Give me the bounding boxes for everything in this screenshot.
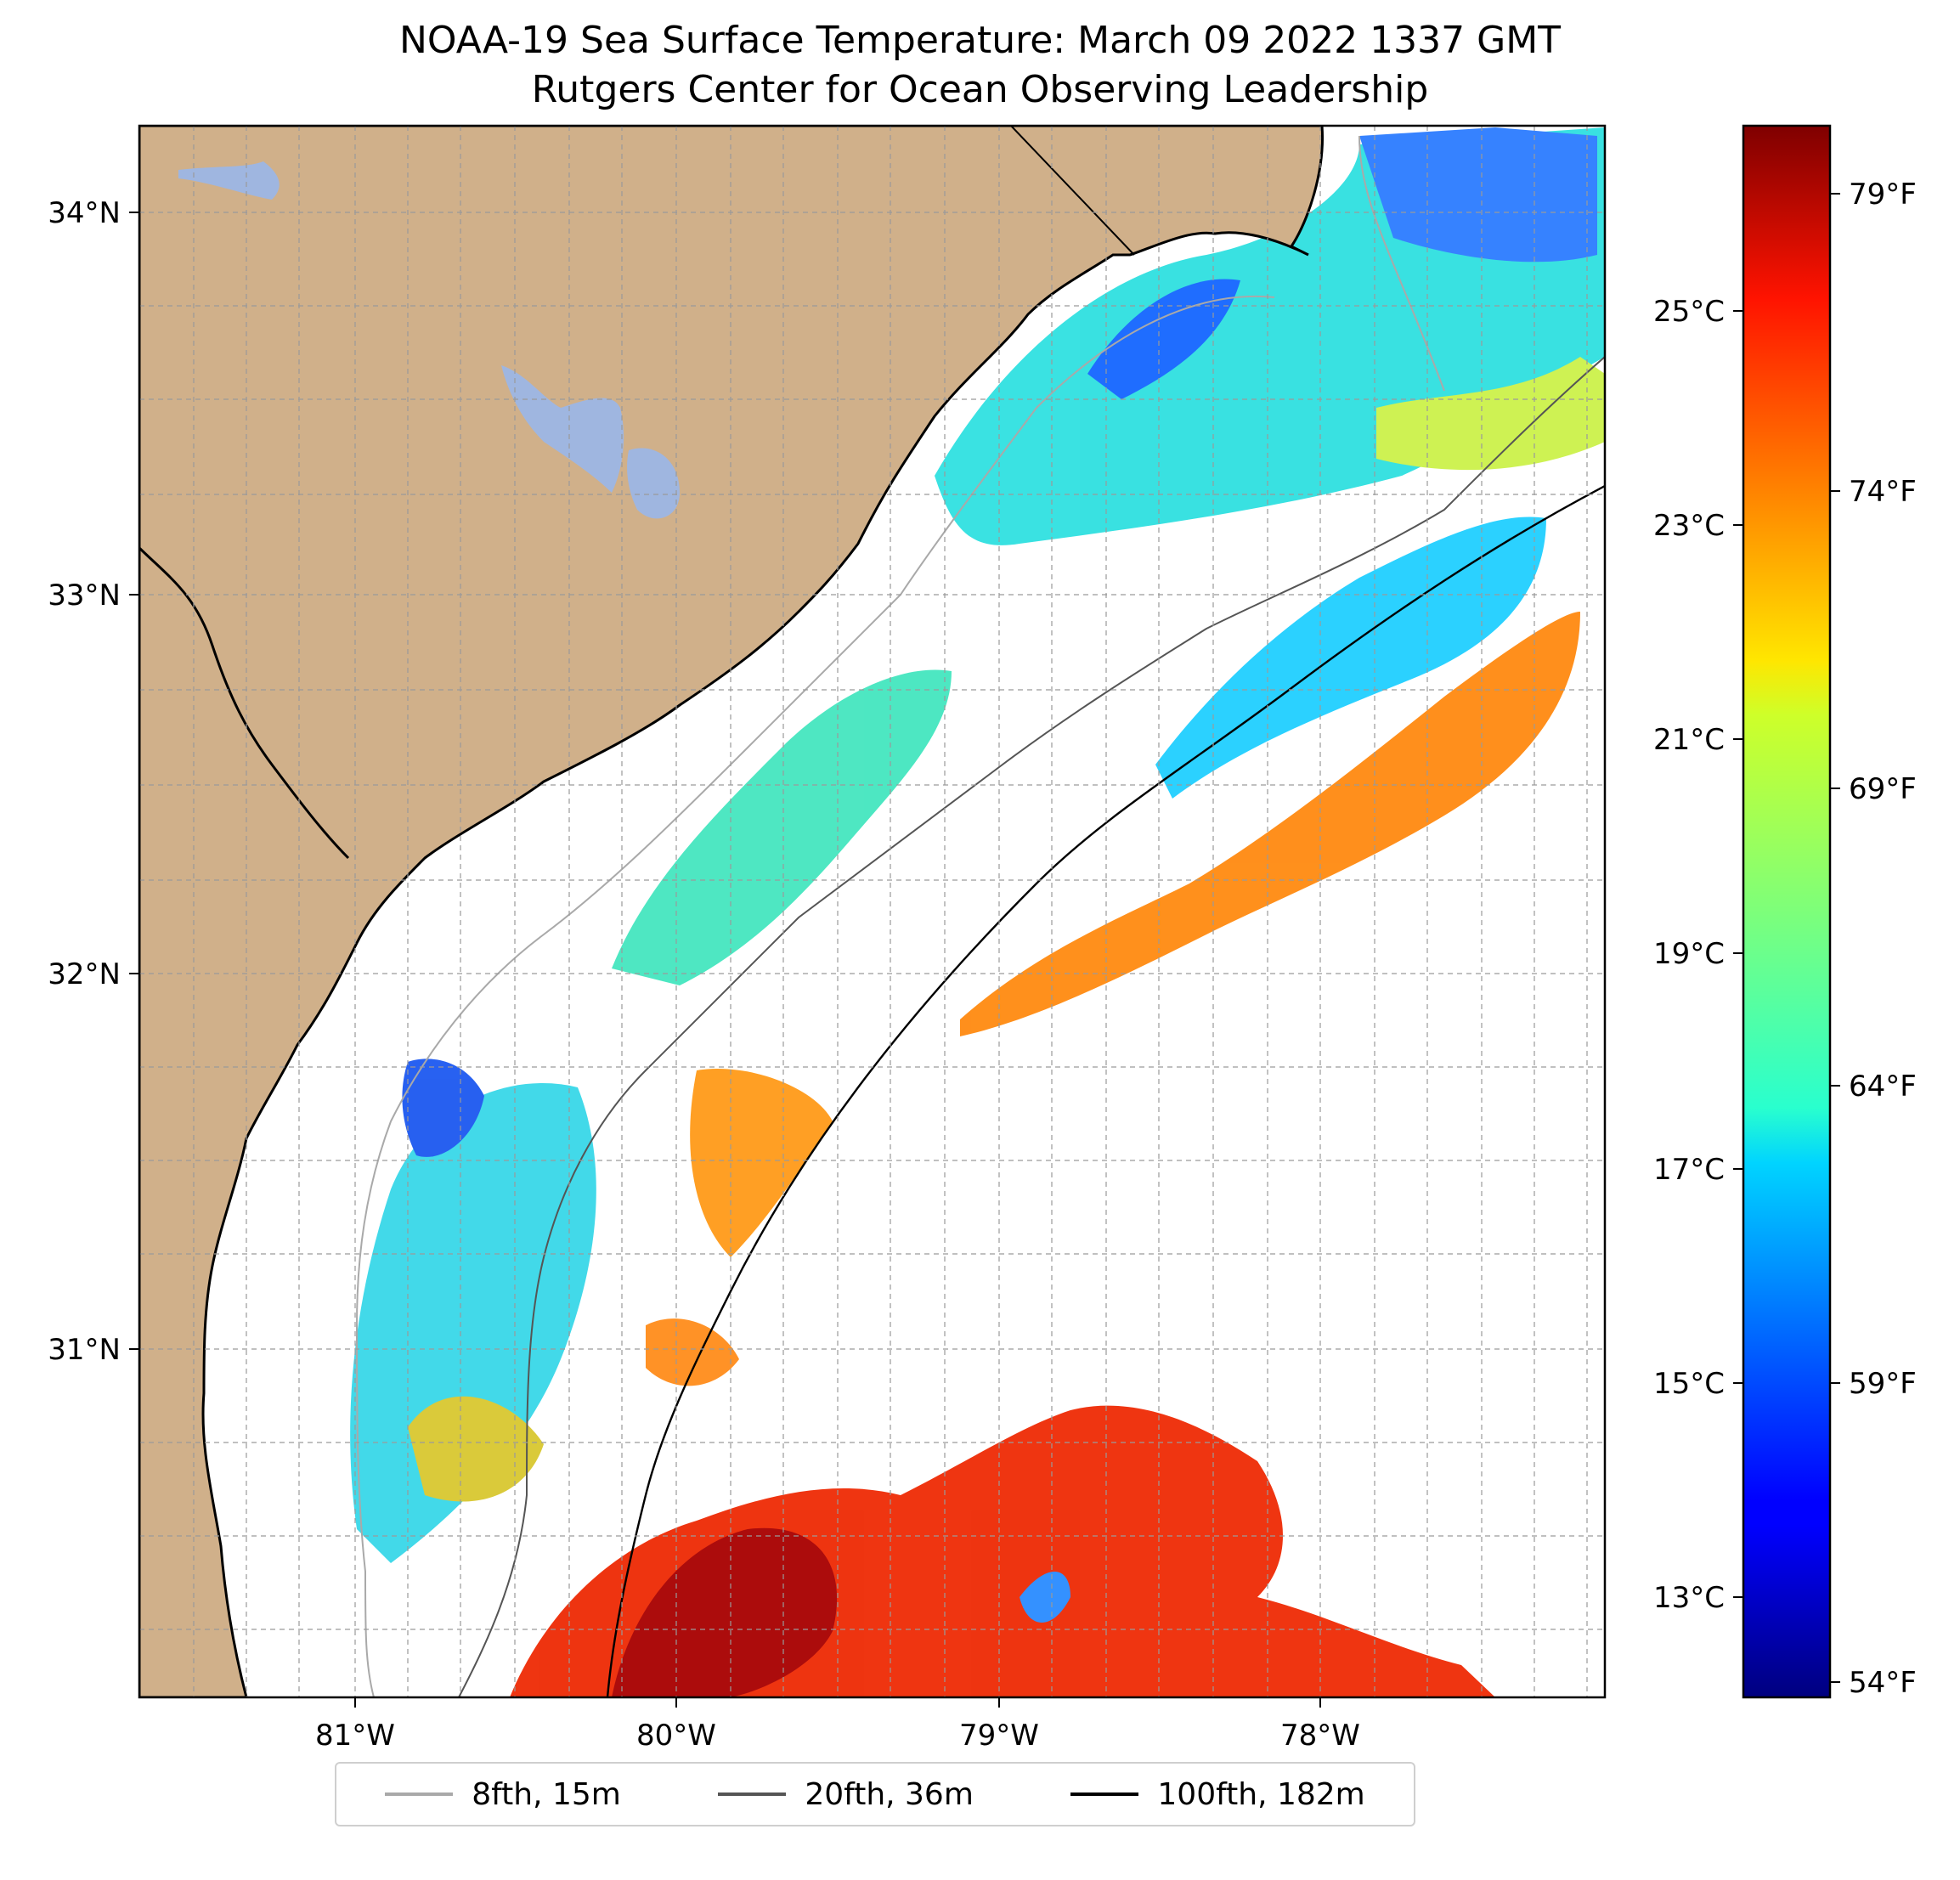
sst-data-layer bbox=[350, 127, 1605, 1697]
colorbar-c-label-25: 25°C bbox=[1653, 295, 1725, 329]
lake-north bbox=[178, 161, 280, 200]
lat-label-34n: 34°N bbox=[48, 196, 121, 230]
sst-patch-mid-orange bbox=[690, 1069, 833, 1257]
legend-item-20fth: 20fth, 36m bbox=[718, 1777, 974, 1812]
sst-patch-small-orange bbox=[646, 1318, 739, 1386]
sst-patch-shelf-2 bbox=[350, 1083, 596, 1563]
lon-label-81w: 81°W bbox=[315, 1719, 395, 1753]
chart-subtitle: Rutgers Center for Ocean Observing Leade… bbox=[531, 68, 1429, 111]
legend-swatch-8fth bbox=[385, 1792, 454, 1796]
lat-label-33n: 33°N bbox=[48, 579, 121, 613]
legend-swatch-20fth bbox=[718, 1792, 787, 1796]
sst-patch-shelf-3 bbox=[408, 1396, 544, 1502]
colorbar-c-label-13: 13°C bbox=[1653, 1581, 1725, 1615]
lake-moultrie bbox=[501, 365, 624, 493]
sst-patch-north-blue bbox=[1087, 279, 1240, 399]
isobath-20fth bbox=[458, 356, 1605, 1697]
legend-item-8fth: 8fth, 15m bbox=[385, 1777, 621, 1812]
lon-label-80w: 80°W bbox=[636, 1719, 716, 1753]
colorbar-c-label-21: 21°C bbox=[1653, 723, 1725, 757]
sst-patch-north-east-blue bbox=[1359, 127, 1597, 263]
state-border bbox=[1010, 126, 1135, 256]
colorbar-f-label-54: 54°F bbox=[1849, 1666, 1917, 1700]
colorbar-celsius-ticks bbox=[1733, 310, 1743, 1598]
sst-patch-shelf-1 bbox=[612, 669, 952, 985]
legend-label-100fth: 100fth, 182m bbox=[1157, 1776, 1365, 1812]
colorbar-c-label-15: 15°C bbox=[1653, 1367, 1725, 1401]
lake-marion bbox=[627, 448, 680, 519]
lon-label-79w: 79°W bbox=[959, 1719, 1039, 1753]
colorbar-c-label-17: 17°C bbox=[1653, 1153, 1725, 1187]
colorbar bbox=[1742, 124, 1832, 1699]
axis-ticks bbox=[129, 212, 1321, 1708]
graticule bbox=[139, 126, 1605, 1697]
land-mass bbox=[139, 126, 1325, 1697]
sst-patch-north-yellow bbox=[1376, 357, 1605, 471]
sst-patch-shelf-blue bbox=[402, 1059, 484, 1157]
colorbar-f-label-74: 74°F bbox=[1849, 475, 1917, 509]
lon-label-78w: 78°W bbox=[1280, 1719, 1360, 1753]
colorbar-f-label-59: 59°F bbox=[1849, 1367, 1917, 1401]
sst-patch-south-darkred bbox=[612, 1527, 838, 1697]
colorbar-f-label-79: 79°F bbox=[1849, 178, 1917, 212]
legend-label-8fth: 8fth, 15m bbox=[472, 1776, 621, 1812]
colorbar-fahrenheit-ticks bbox=[1830, 193, 1840, 1683]
colorbar-c-label-19: 19°C bbox=[1653, 937, 1725, 971]
colorbar-f-label-64: 64°F bbox=[1849, 1070, 1917, 1104]
lat-label-32n: 32°N bbox=[48, 957, 121, 991]
lat-label-31n: 31°N bbox=[48, 1333, 121, 1367]
isobath-8fth bbox=[355, 135, 1445, 1697]
sst-patch-south-blue bbox=[1020, 1572, 1070, 1623]
map-frame bbox=[138, 124, 1607, 1699]
sst-patch-gulf-stream bbox=[960, 612, 1580, 1036]
sst-patch-mid-cyan bbox=[1155, 517, 1546, 799]
legend-swatch-100fth bbox=[1070, 1792, 1139, 1796]
isobath-legend: 8fth, 15m 20fth, 36m 100fth, 182m bbox=[335, 1762, 1415, 1826]
legend-item-100fth: 100fth, 182m bbox=[1070, 1776, 1365, 1812]
isobath-100fth bbox=[606, 484, 1605, 1697]
colorbar-f-label-69: 69°F bbox=[1849, 772, 1917, 806]
ga-sc-border bbox=[139, 546, 350, 860]
chart-title: NOAA-19 Sea Surface Temperature: March 0… bbox=[398, 19, 1562, 62]
legend-label-20fth: 20fth, 36m bbox=[805, 1776, 974, 1812]
colorbar-c-label-23: 23°C bbox=[1653, 509, 1725, 543]
